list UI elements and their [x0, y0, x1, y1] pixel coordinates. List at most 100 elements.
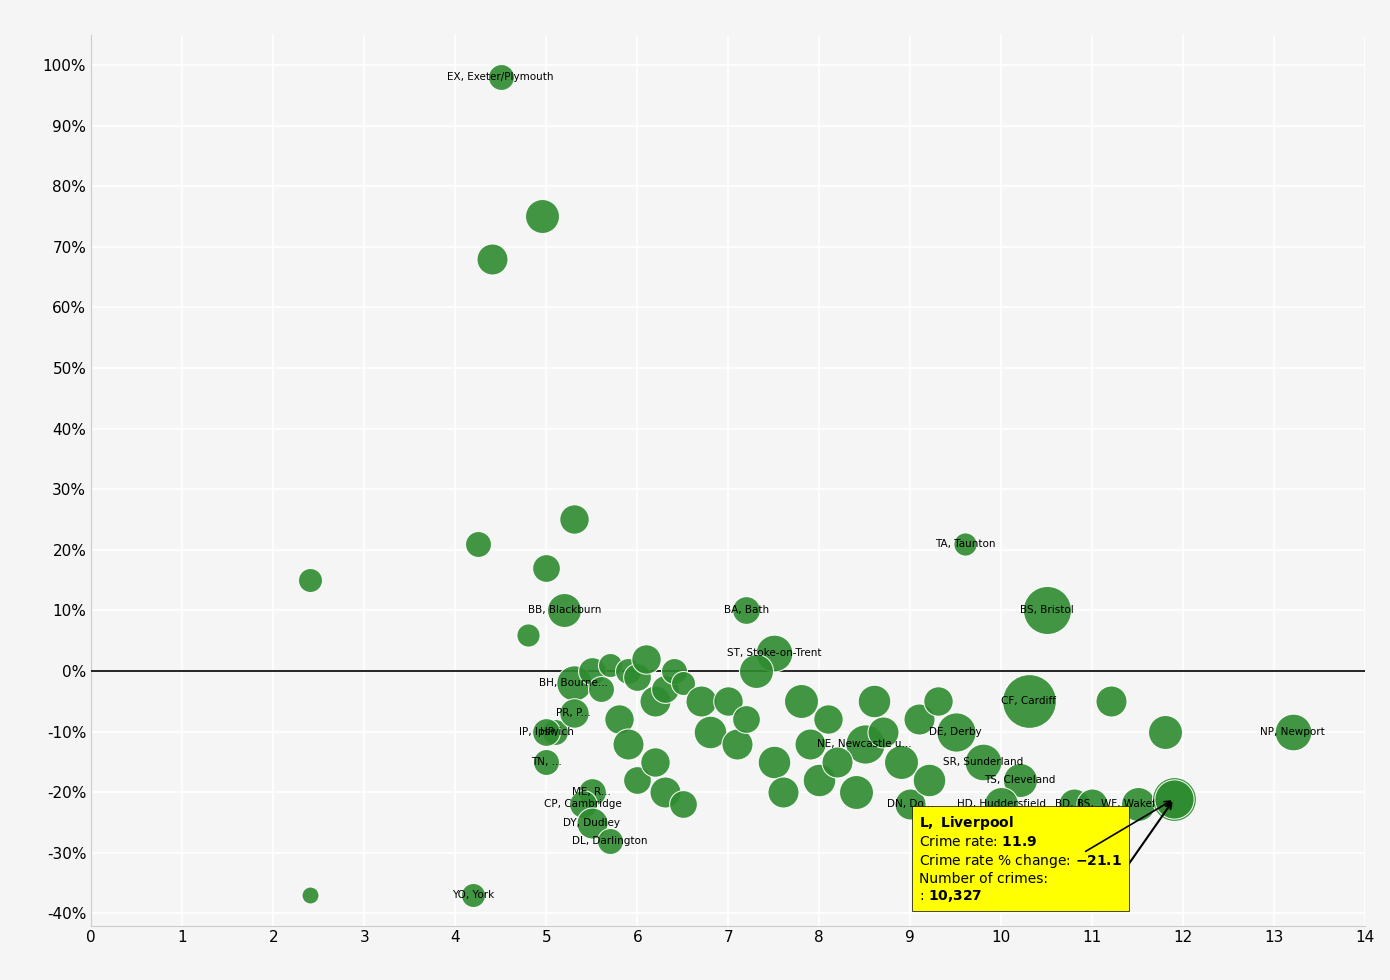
Point [1163, 791, 1186, 807]
Point [726, 736, 748, 752]
Point [1154, 724, 1176, 740]
Point [1127, 797, 1150, 812]
Text: BH, Bourne...: BH, Bourne... [539, 678, 607, 688]
Point [872, 724, 894, 740]
Point [1017, 694, 1040, 710]
Point [535, 754, 557, 769]
Point [467, 536, 489, 552]
Point [1282, 724, 1304, 740]
Point [545, 724, 567, 740]
Point [827, 754, 849, 769]
Point [735, 603, 758, 618]
Point [917, 772, 940, 788]
Point [535, 561, 557, 576]
Point [735, 711, 758, 727]
Point [1163, 791, 1186, 807]
Point [817, 711, 840, 727]
Point [645, 754, 667, 769]
Point [481, 251, 503, 267]
Text: EX, Exeter/Plymouth: EX, Exeter/Plymouth [448, 72, 555, 82]
Point [589, 681, 612, 697]
Point [745, 663, 767, 679]
Point [845, 784, 867, 800]
Text: HD, Huddersfield: HD, Huddersfield [956, 800, 1045, 809]
Text: ME, R...: ME, R... [573, 787, 612, 797]
Text: CF, Cardiff: CF, Cardiff [1001, 696, 1056, 707]
Text: IP, Ipswich: IP, Ipswich [518, 726, 574, 737]
Point [553, 603, 575, 618]
Point [699, 724, 721, 740]
Point [563, 675, 585, 691]
Point [463, 888, 485, 904]
Point [599, 657, 621, 672]
Text: WF, Wakefield: WF, Wakefield [1101, 800, 1175, 809]
Point [653, 681, 676, 697]
Point [771, 784, 794, 800]
Point [1063, 797, 1086, 812]
Text: DY, Dudley: DY, Dudley [563, 817, 620, 827]
Point [663, 663, 685, 679]
Point [853, 736, 876, 752]
Text: TA, Taunton: TA, Taunton [934, 539, 995, 549]
Point [689, 694, 712, 710]
Point [299, 888, 321, 904]
Point [890, 754, 912, 769]
Text: TS, Cleveland: TS, Cleveland [984, 775, 1055, 785]
Point [1036, 827, 1058, 843]
Point [635, 651, 657, 666]
Point [1036, 603, 1058, 618]
Point [1008, 772, 1030, 788]
Point [617, 736, 639, 752]
Point [717, 694, 739, 710]
Point [607, 711, 630, 727]
Point [671, 675, 694, 691]
Point [899, 797, 922, 812]
Text: DN, Do...: DN, Do... [887, 800, 934, 809]
Text: BD, B...: BD, B... [1055, 800, 1094, 809]
Point [808, 772, 830, 788]
Point [571, 797, 594, 812]
Point [763, 645, 785, 661]
Text: LS, ...: LS, ... [1077, 800, 1106, 809]
Text: NE, Newcastle u...: NE, Newcastle u... [817, 739, 912, 749]
Text: $\bf{L,\ Liverpool}$
Crime rate: $\bf{11.9}$
Crime rate % change: $\bf{-21.1}$
N: $\bf{L,\ Liverpool}$ Crime rate: $\bf{11… [919, 813, 1122, 905]
Point [1099, 694, 1122, 710]
Point [581, 663, 603, 679]
Point [531, 209, 553, 224]
Text: SR, Sunderland: SR, Sunderland [942, 757, 1023, 767]
Point [763, 754, 785, 769]
Point [990, 797, 1012, 812]
Point [581, 814, 603, 830]
Text: PR, P...: PR, P... [556, 709, 591, 718]
Point [581, 784, 603, 800]
Point [790, 694, 812, 710]
Point [653, 784, 676, 800]
Point [563, 706, 585, 721]
Text: ST, Stoke-on-Trent: ST, Stoke-on-Trent [727, 648, 821, 658]
Text: DL, Darlington: DL, Darlington [573, 836, 648, 846]
Text: NP, Newport: NP, Newport [1261, 726, 1325, 737]
Point [1081, 797, 1104, 812]
Point [972, 754, 994, 769]
Text: HU, Hull: HU, Hull [1026, 830, 1068, 840]
Text: DE, Derby: DE, Derby [930, 726, 983, 737]
Text: YO, York: YO, York [452, 890, 495, 901]
Point [908, 711, 930, 727]
Text: BS, Bristol: BS, Bristol [1020, 606, 1073, 615]
Point [517, 627, 539, 643]
Point [489, 70, 512, 85]
Point [954, 536, 976, 552]
Point [645, 694, 667, 710]
Point [626, 669, 648, 685]
Text: CP, Cambridge: CP, Cambridge [543, 800, 621, 809]
Point [671, 797, 694, 812]
Point [626, 772, 648, 788]
Text: BB, Blackburn: BB, Blackburn [528, 606, 600, 615]
Text: TN, ...: TN, ... [531, 757, 562, 767]
Text: HP, ...: HP, ... [539, 726, 571, 737]
Point [617, 663, 639, 679]
Point [599, 833, 621, 849]
Point [535, 724, 557, 740]
Point [863, 694, 885, 710]
Point [799, 736, 821, 752]
